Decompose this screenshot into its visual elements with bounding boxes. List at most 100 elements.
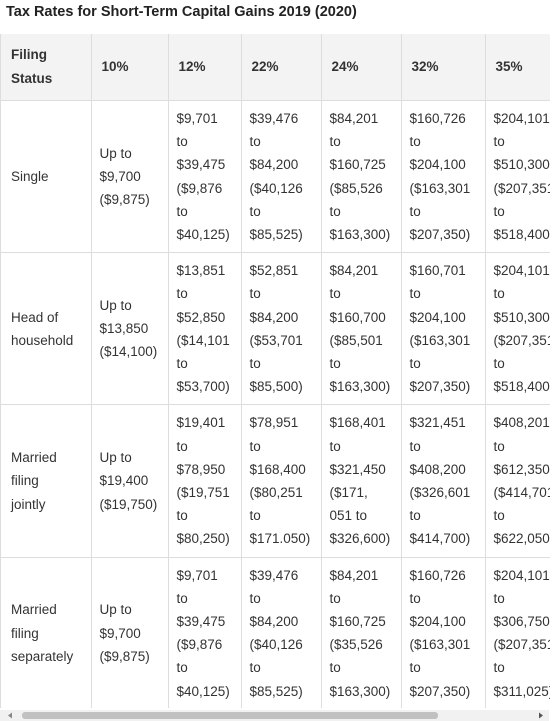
cell-line: ($163,301: [409, 637, 471, 653]
cell-line: ($326,601: [409, 485, 471, 501]
cell-line: $207,350): [409, 683, 471, 699]
table-cell: $204,101 to $306,750 ($207,351 to $311,025): [485, 557, 550, 708]
cell-line: $39,476: [249, 111, 299, 126]
cell-line: $9,701: [176, 567, 218, 583]
cell-line: Up to: [99, 602, 132, 618]
cell-line: Up to: [99, 298, 132, 314]
column-header: 32%: [401, 34, 486, 101]
scrollbar[interactable]: [0, 710, 549, 721]
table-cell: $168,401 to $321,450 ($171, 051 to $326,600): [321, 404, 402, 558]
cell-line: $84,201: [329, 111, 379, 126]
cell-line: separately: [11, 648, 74, 664]
cell-line: Married: [11, 602, 57, 618]
cell-line: to: [329, 590, 341, 606]
cell-line: to: [249, 660, 261, 676]
cell-line: to: [176, 660, 188, 676]
cell-line: to: [249, 286, 261, 302]
scroll-thumb[interactable]: [22, 712, 438, 719]
cell-line: ($14,101: [176, 332, 230, 348]
cell-line: $510,300: [493, 157, 550, 173]
cell-line: $84,200: [249, 309, 299, 325]
cell-line: ($40,126: [249, 180, 303, 196]
cell-line: to: [493, 134, 505, 150]
cell-line: to: [176, 286, 188, 302]
cell-line: to: [249, 203, 261, 219]
table-cell: $160,726 to $204,100 ($163,301 to $207,350): [401, 100, 486, 254]
cell-line: Head of: [11, 309, 59, 325]
table-row: Head of household Up to $13,850 ($14,100) $13…: [1, 252, 550, 406]
cell-line: filing: [11, 473, 39, 489]
table-cell: $321,451 to $408,200 ($326,601 to $414,700): [401, 404, 486, 558]
cell-line: $19,400: [99, 473, 149, 489]
table-cell: Up to $9,700 ($9,875): [91, 100, 169, 254]
cell-line: to: [493, 438, 505, 454]
cell-line: $311,025): [493, 683, 551, 699]
table-cell: Single: [1, 100, 92, 254]
column-header: 10%: [91, 34, 169, 101]
table-cell: $160,726 to $204,100 ($163,301 to $207,350): [401, 557, 486, 708]
table-cell: $160,701 to $204,100 ($163,301 to $207,350): [401, 252, 486, 406]
table-body: Single Up to $9,700 ($9,875) $9,701 to $39,475…: [1, 100, 550, 708]
table-cell: Married filing jointly: [1, 404, 92, 558]
cell-line: to: [409, 590, 421, 606]
cell-line: filing: [11, 625, 39, 641]
cell-line: $321,450: [329, 461, 386, 477]
cell-line: $408,200: [409, 461, 466, 477]
cell-line: to: [176, 438, 188, 454]
table-cell: Up to $13,850 ($14,100): [91, 252, 169, 406]
table-cell: Married filing separately: [1, 557, 92, 708]
column-header: 22%: [241, 34, 322, 101]
header-row: Filing Status 10% 12% 22% 24% 32% 35%: [1, 34, 550, 101]
cell-line: to: [409, 356, 421, 372]
table-cell: Up to $19,400 ($19,750): [91, 404, 169, 558]
cell-line: ($9,875): [99, 192, 150, 208]
cell-line: $204,101: [493, 111, 550, 126]
cell-line: $168,400: [249, 461, 306, 477]
cell-line: $306,750: [493, 614, 550, 630]
cell-line: to: [493, 356, 505, 372]
cell-line: $168,401: [329, 415, 386, 431]
cell-line: $160,700: [329, 309, 386, 325]
cell-line: $9,700: [99, 169, 141, 184]
table-cell: $39,476 to $84,200 ($40,126 to $85,525): [241, 557, 322, 708]
cell-line: $78,951: [249, 415, 299, 431]
scroll-arrows: [8, 712, 543, 719]
cell-line: to: [493, 286, 505, 302]
cell-line: to: [409, 286, 421, 302]
cell-line: $408,201: [493, 415, 550, 431]
cell-line: $163,300): [329, 227, 391, 243]
cell-line: ($35,526: [329, 637, 383, 653]
cell-line: $52,851: [249, 263, 299, 279]
cell-line: ($19,751: [176, 485, 230, 501]
table-cell: Head of household: [1, 252, 92, 406]
cell-line: to: [176, 356, 188, 372]
cell-line: Single: [11, 169, 49, 184]
cell-line: $80,250): [176, 531, 230, 547]
cell-line: to: [329, 134, 341, 150]
cell-line: Up to: [99, 145, 132, 161]
cell-line: $171.050): [249, 531, 311, 547]
cell-line: ($163,301: [409, 180, 471, 196]
cell-line: to: [493, 660, 505, 676]
table-cell: $39,476 to $84,200 ($40,126 to $85,525): [241, 100, 322, 254]
cell-line: $19,401: [176, 415, 226, 431]
cell-line: $204,100: [409, 614, 466, 630]
cell-line: to: [329, 438, 341, 454]
cell-line: $204,100: [409, 309, 466, 325]
title: Tax Rates for Short-Term Capital Gains 2…: [6, 4, 357, 20]
table-row: Married filing separately Up to $9,700 ($9,87…: [1, 557, 550, 708]
cell-line: jointly: [11, 496, 46, 512]
cell-line: $160,701: [409, 263, 466, 279]
table-cell: $9,701 to $39,475 ($9,876 to $40,125): [168, 557, 242, 708]
cell-line: to: [329, 203, 341, 219]
table-cell: $52,851 to $84,200 ($53,701 to $85,500): [241, 252, 322, 406]
cell-line: ($9,876: [176, 637, 223, 653]
cell-line: $163,300): [329, 683, 391, 699]
cell-line: $40,125): [176, 227, 230, 243]
cell-line: $612,350: [493, 461, 550, 477]
cell-line: to: [409, 134, 421, 150]
table-cell: $84,201 to $160,725 ($85,526 to $163,300): [321, 100, 402, 254]
cell-line: Married: [11, 450, 57, 466]
tax-table: Filing Status 10% 12% 22% 24% 32% 35% Single Up…: [1, 34, 550, 708]
